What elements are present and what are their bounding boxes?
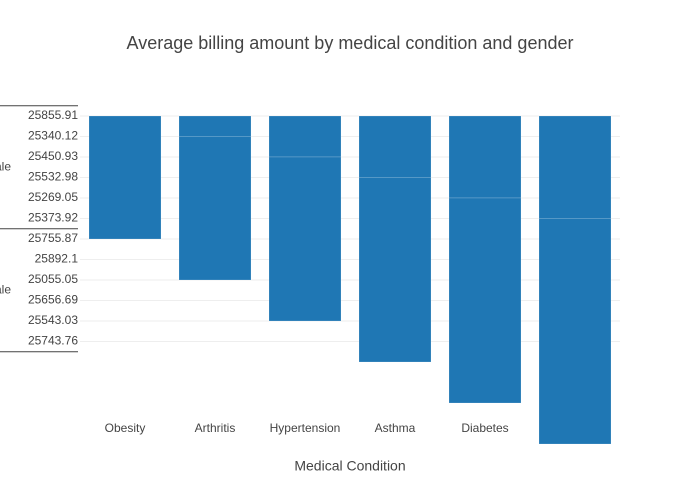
y-group-label: Male — [0, 282, 11, 296]
y-tick-label: 25532.98 — [28, 170, 78, 184]
y-tick-label: 25055.05 — [28, 272, 78, 286]
y-tick-label: 25743.76 — [28, 334, 78, 348]
chart-title: Average billing amount by medical condit… — [127, 33, 574, 53]
x-axis-title: Medical Condition — [294, 458, 405, 474]
bar-segment — [358, 177, 432, 363]
y-tick-label: 25892.1 — [35, 252, 79, 266]
x-tick-label: Asthma — [375, 421, 416, 435]
y-tick-label: 25450.93 — [28, 149, 78, 163]
y-tick-label: 25656.69 — [28, 293, 78, 307]
x-tick-label: Hypertension — [270, 421, 341, 435]
bar-segment — [88, 115, 162, 240]
bar-segment — [268, 156, 342, 322]
y-tick-label: 25340.12 — [28, 129, 78, 143]
bar-segment — [178, 115, 252, 137]
x-tick-label: Obesity — [105, 421, 146, 435]
y-tick-label: 25855.91 — [28, 108, 78, 122]
y-tick-label: 25269.05 — [28, 190, 78, 204]
x-tick-label: Arthritis — [195, 421, 236, 435]
bar-segment — [358, 115, 432, 178]
bar-segment — [178, 136, 252, 281]
bar-segment — [448, 115, 522, 199]
bar-segment — [268, 115, 342, 158]
bar-segment — [538, 115, 612, 219]
bar-segment — [538, 218, 612, 445]
y-tick-label: 25543.03 — [28, 313, 78, 327]
x-tick-label: Diabetes — [461, 421, 508, 435]
y-group-label: Female — [0, 159, 11, 173]
y-tick-label: 25373.92 — [28, 211, 78, 225]
bar-segment — [448, 197, 522, 404]
y-tick-label: 25755.87 — [28, 231, 78, 245]
